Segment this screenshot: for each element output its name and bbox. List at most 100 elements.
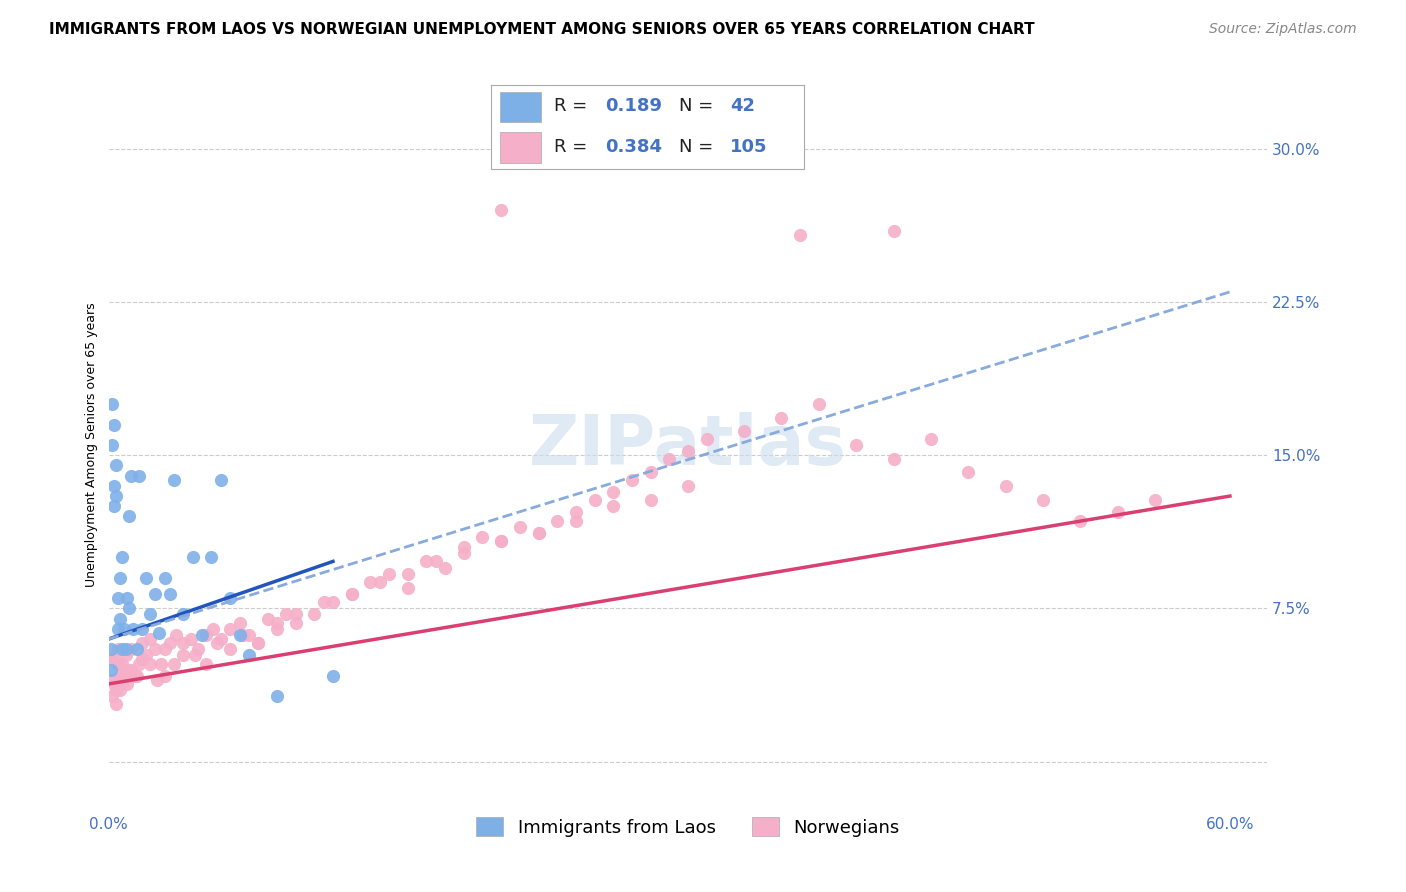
Text: IMMIGRANTS FROM LAOS VS NORWEGIAN UNEMPLOYMENT AMONG SENIORS OVER 65 YEARS CORRE: IMMIGRANTS FROM LAOS VS NORWEGIAN UNEMPL…: [49, 22, 1035, 37]
Point: [180, 632, 202, 646]
Point: [131, 622, 153, 636]
Point: [125, 669, 148, 683]
Point: [153, 642, 176, 657]
Point: [165, 628, 187, 642]
Point: [396, 566, 419, 581]
Point: [489, 533, 512, 548]
Point: [565, 505, 588, 519]
Point: [238, 648, 260, 663]
Point: [107, 591, 129, 606]
Point: [135, 648, 157, 663]
Point: [103, 417, 125, 432]
Point: [340, 587, 363, 601]
Point: [128, 468, 150, 483]
Point: [378, 566, 401, 581]
Point: [105, 458, 128, 473]
Point: [640, 465, 662, 479]
Point: [957, 465, 980, 479]
Point: [658, 452, 681, 467]
Point: [120, 663, 142, 677]
Point: [131, 652, 153, 666]
Point: [322, 669, 344, 683]
Point: [527, 525, 550, 540]
Point: [471, 530, 494, 544]
Point: [139, 657, 162, 671]
Point: [368, 574, 391, 589]
Point: [640, 493, 662, 508]
Point: [172, 607, 194, 622]
Point: [135, 571, 157, 585]
Point: [602, 500, 624, 514]
Point: [111, 550, 134, 565]
Point: [312, 595, 335, 609]
Point: [200, 550, 222, 565]
Point: [209, 632, 232, 646]
Point: [489, 533, 512, 548]
Point: [266, 615, 288, 630]
Point: [181, 550, 204, 565]
Point: [789, 227, 811, 242]
Point: [425, 554, 447, 568]
Point: [1032, 493, 1054, 508]
Point: [770, 411, 793, 425]
Point: [1069, 514, 1091, 528]
Point: [620, 473, 643, 487]
Point: [153, 571, 176, 585]
Point: [219, 591, 242, 606]
Point: [163, 473, 186, 487]
Point: [845, 438, 868, 452]
Point: [1107, 505, 1129, 519]
Point: [124, 669, 146, 683]
Point: [453, 540, 475, 554]
Point: [139, 632, 162, 646]
Point: [145, 642, 167, 657]
Point: [114, 648, 136, 663]
Point: [103, 500, 125, 514]
Point: [111, 642, 134, 657]
Point: [128, 657, 150, 671]
Point: [266, 689, 288, 703]
Point: [108, 611, 131, 625]
Point: [112, 622, 135, 636]
Point: [247, 636, 270, 650]
Point: [696, 432, 718, 446]
Point: [883, 224, 905, 238]
Point: [583, 493, 606, 508]
Y-axis label: Unemployment Among Seniors over 65 years: Unemployment Among Seniors over 65 years: [86, 302, 98, 587]
Point: [153, 669, 176, 683]
Point: [602, 485, 624, 500]
Point: [228, 628, 250, 642]
Point: [194, 628, 217, 642]
Point: [139, 607, 162, 622]
Point: [159, 587, 181, 601]
Point: [676, 444, 699, 458]
Point: [105, 683, 128, 698]
Point: [807, 397, 830, 411]
Point: [159, 636, 181, 650]
Point: [232, 628, 254, 642]
Point: [125, 642, 148, 657]
Point: [146, 673, 169, 687]
Point: [284, 615, 307, 630]
Point: [733, 424, 755, 438]
Point: [118, 601, 141, 615]
Point: [284, 607, 307, 622]
Point: [117, 677, 139, 691]
Point: [920, 432, 942, 446]
Point: [527, 525, 550, 540]
Point: [163, 657, 186, 671]
Point: [183, 648, 205, 663]
Point: [228, 615, 250, 630]
Point: [172, 648, 194, 663]
Text: ZIPatlas: ZIPatlas: [529, 411, 846, 478]
Point: [145, 587, 167, 601]
Point: [108, 683, 131, 698]
Point: [112, 669, 135, 683]
Point: [194, 657, 217, 671]
Point: [219, 642, 242, 657]
Point: [150, 657, 173, 671]
Point: [247, 636, 270, 650]
Point: [322, 595, 344, 609]
Point: [114, 642, 136, 657]
Point: [117, 663, 139, 677]
